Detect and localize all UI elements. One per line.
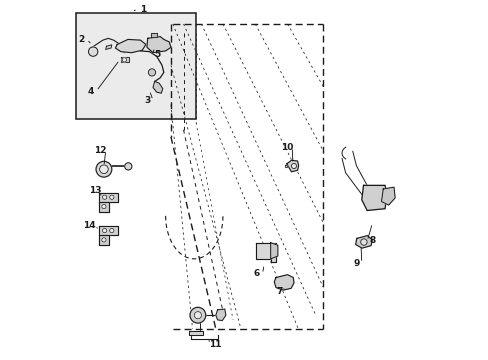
- Text: 7: 7: [276, 287, 282, 296]
- Circle shape: [190, 307, 205, 323]
- Text: 9: 9: [352, 259, 359, 268]
- Circle shape: [96, 161, 112, 177]
- Polygon shape: [99, 202, 109, 212]
- Bar: [76, 13, 196, 119]
- Text: 3: 3: [144, 96, 150, 105]
- Polygon shape: [270, 243, 277, 259]
- Polygon shape: [99, 226, 118, 235]
- Polygon shape: [99, 235, 109, 245]
- Polygon shape: [121, 57, 129, 62]
- Text: 4: 4: [88, 86, 94, 95]
- Polygon shape: [215, 309, 225, 320]
- Polygon shape: [381, 187, 394, 205]
- Circle shape: [109, 228, 114, 233]
- Polygon shape: [188, 331, 203, 335]
- Text: 5: 5: [154, 50, 161, 59]
- Circle shape: [194, 312, 201, 319]
- Circle shape: [291, 163, 296, 168]
- Circle shape: [122, 58, 126, 62]
- Polygon shape: [105, 45, 112, 49]
- Polygon shape: [147, 37, 171, 53]
- Polygon shape: [99, 193, 118, 202]
- Text: 2: 2: [78, 35, 84, 44]
- Circle shape: [102, 195, 106, 199]
- Circle shape: [88, 47, 98, 56]
- Polygon shape: [285, 165, 286, 167]
- Polygon shape: [286, 160, 298, 172]
- Polygon shape: [361, 185, 386, 211]
- Text: 10: 10: [280, 143, 292, 152]
- Text: 1: 1: [140, 5, 146, 14]
- Polygon shape: [256, 243, 276, 262]
- Circle shape: [102, 228, 106, 233]
- Text: 13: 13: [88, 186, 101, 195]
- Polygon shape: [151, 33, 156, 37]
- Text: 12: 12: [94, 146, 106, 155]
- Circle shape: [102, 238, 106, 242]
- Polygon shape: [355, 235, 371, 248]
- Polygon shape: [153, 81, 163, 93]
- Circle shape: [360, 239, 366, 245]
- Circle shape: [100, 165, 108, 174]
- Circle shape: [124, 163, 132, 170]
- Circle shape: [148, 69, 155, 76]
- Circle shape: [109, 195, 114, 199]
- Circle shape: [102, 204, 106, 209]
- Text: 8: 8: [368, 237, 375, 246]
- Polygon shape: [115, 40, 145, 53]
- Polygon shape: [274, 275, 293, 290]
- Text: 11: 11: [208, 340, 221, 349]
- Text: 14: 14: [83, 221, 96, 230]
- Text: 6: 6: [253, 269, 260, 278]
